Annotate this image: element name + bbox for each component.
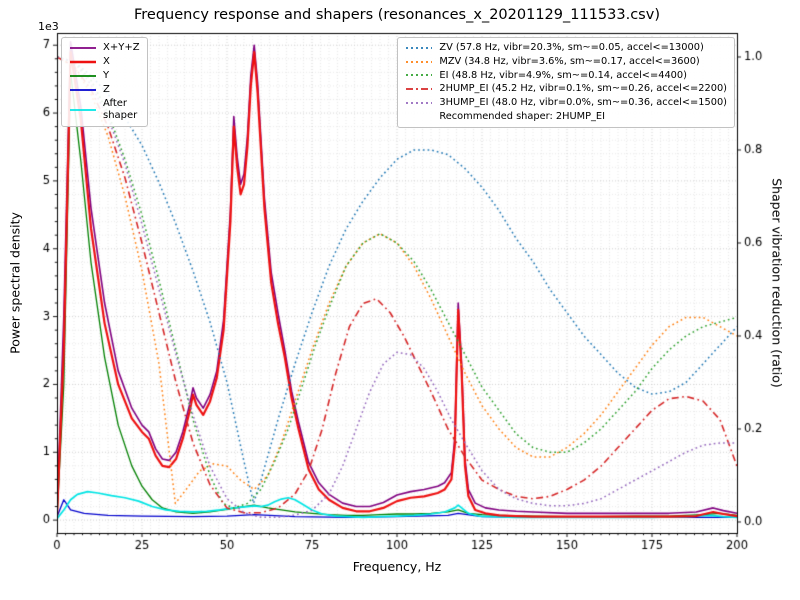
legend-entry-xyz: X+Y+Z — [69, 42, 140, 54]
right-y-axis-label: Shaper vibration reduction (ratio) — [769, 178, 785, 388]
legend-entry-mzv: MZV (34.8 Hz, vibr=3.6%, sm~=0.17, accel… — [405, 56, 727, 68]
legend-line-mzv-swatch — [406, 60, 433, 63]
legend-label-x: X — [103, 56, 110, 67]
legend-entry-ei: EI (48.8 Hz, vibr=4.9%, sm~=0.14, accel<… — [405, 70, 727, 82]
legend-line-x-swatch — [70, 60, 96, 64]
legend-label-after-shaper: After shaper — [103, 98, 138, 121]
legend-label-z: Z — [103, 84, 110, 95]
legend-line-2hump-ei-swatch — [406, 88, 433, 91]
left-axis-offset-label: 1e3 — [38, 20, 59, 33]
legend-entry-x: X — [69, 56, 140, 68]
legend-line-z-swatch — [70, 89, 96, 91]
legend-line-after-shaper-swatch — [70, 109, 96, 111]
legend-entry-y: Y — [69, 70, 140, 82]
legend-label-xyz: X+Y+Z — [103, 42, 140, 53]
legend-label-y: Y — [103, 70, 110, 81]
legend-label-zv: ZV (57.8 Hz, vibr=20.3%, sm~=0.05, accel… — [439, 42, 704, 53]
legend-entry-3hump-ei: 3HUMP_EI (48.0 Hz, vibr=0.0%, sm~=0.36, … — [405, 97, 727, 109]
legend-entry-z: Z — [69, 84, 140, 96]
chart-title: Frequency response and shapers (resonanc… — [134, 7, 660, 23]
legend-note: Recommended shaper: 2HUMP_EI — [405, 111, 727, 123]
shaper-legend: ZV (57.8 Hz, vibr=20.3%, sm~=0.05, accel… — [397, 37, 735, 128]
legend-label-3hump-ei: 3HUMP_EI (48.0 Hz, vibr=0.0%, sm~=0.36, … — [439, 97, 727, 108]
legend-entry-after-shaper: After shaper — [69, 98, 140, 122]
x-axis-label: Frequency, Hz — [352, 559, 442, 574]
legend-line-ei-swatch — [406, 74, 433, 77]
legend-line-zv-swatch — [406, 46, 433, 49]
left-y-axis-label: Power spectral density — [7, 212, 23, 354]
legend-entry-zv: ZV (57.8 Hz, vibr=20.3%, sm~=0.05, accel… — [405, 42, 727, 54]
legend-note-text: Recommended shaper: 2HUMP_EI — [439, 110, 606, 122]
legend-label-ei: EI (48.8 Hz, vibr=4.9%, sm~=0.14, accel<… — [439, 69, 687, 81]
legend-entry-2hump-ei: 2HUMP_EI (45.2 Hz, vibr=0.1%, sm~=0.26, … — [405, 83, 727, 95]
legend-line-y-swatch — [70, 75, 96, 77]
legend-label-mzv: MZV (34.8 Hz, vibr=3.6%, sm~=0.17, accel… — [439, 55, 700, 67]
legend-line-xyz-swatch — [70, 47, 96, 49]
legend-line-3hump-ei-swatch — [406, 101, 433, 104]
legend-label-2hump-ei: 2HUMP_EI (45.2 Hz, vibr=0.1%, sm~=0.26, … — [439, 83, 727, 95]
psd-legend: X+Y+Z X Y Z After shaper — [61, 37, 148, 127]
